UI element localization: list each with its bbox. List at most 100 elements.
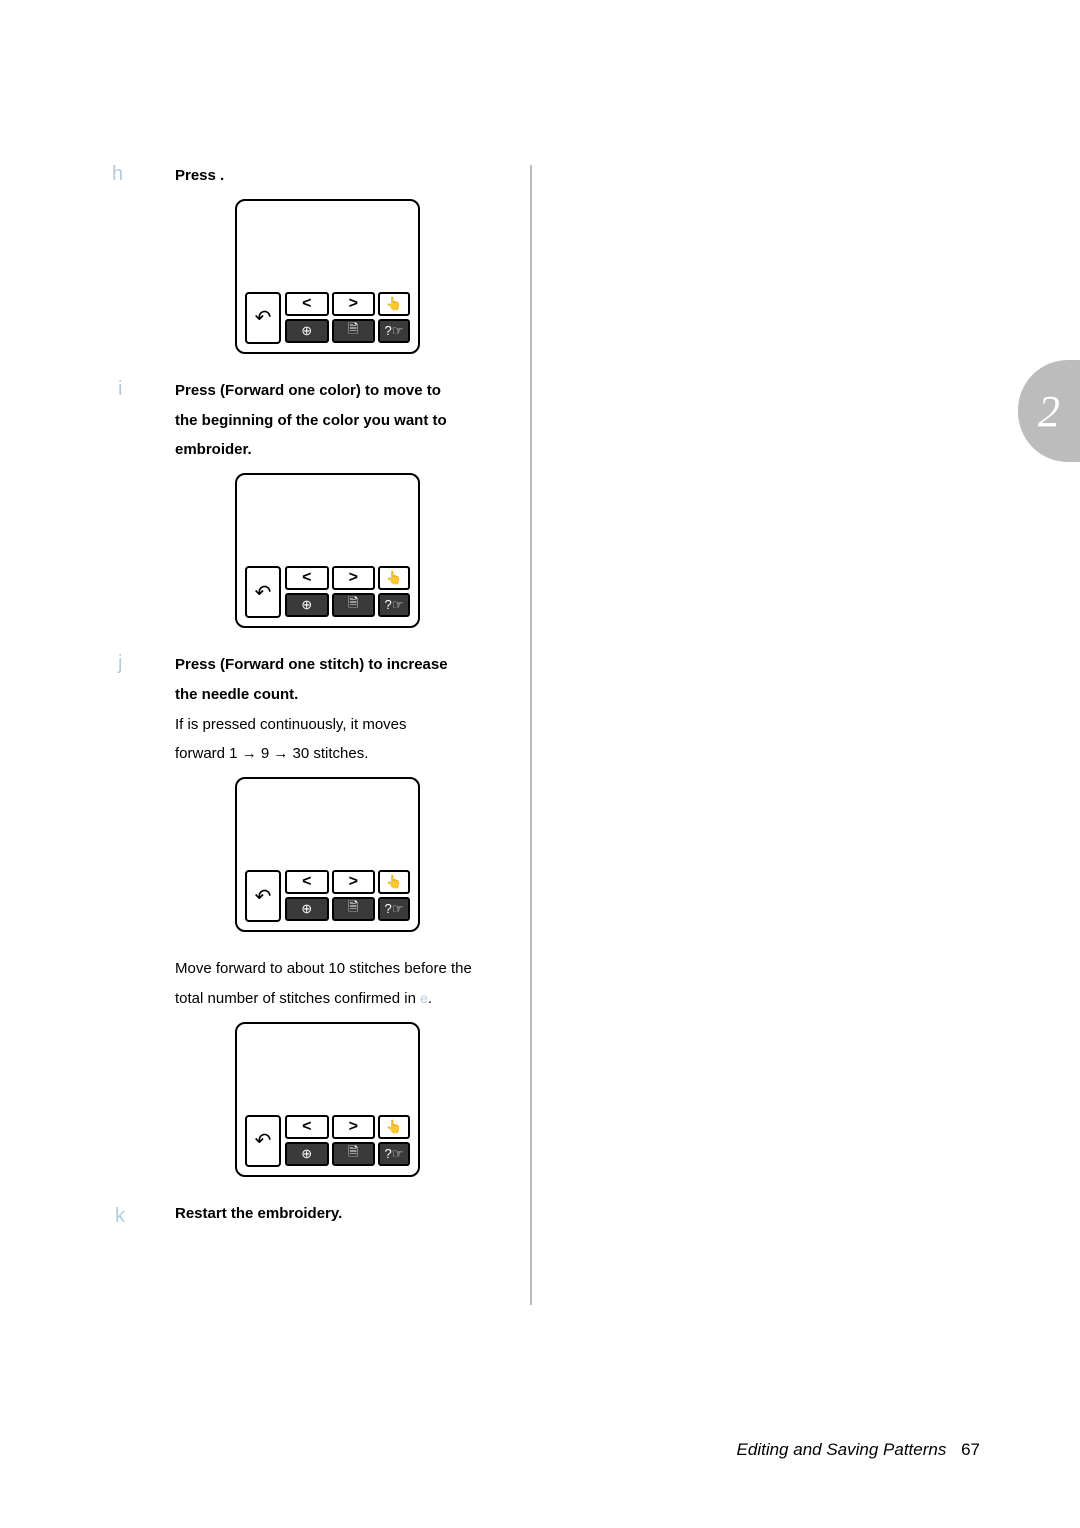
step-j: j Press (Forward one stitch) to increase… [130, 654, 510, 1177]
screen-controls: ↶ < > 👆 ⊕ 🗎 ?☞ [245, 292, 410, 344]
help-button[interactable]: ?☞ [378, 593, 410, 617]
right-icon: > [349, 295, 358, 313]
prev-button[interactable]: < [285, 1115, 329, 1139]
doc-button[interactable]: 🗎 [332, 1142, 376, 1166]
step-j-press: Press [175, 656, 220, 673]
globe-icon: ⊕ [301, 323, 312, 339]
hand-icon: 👆 [386, 1119, 402, 1135]
step-i-after: (Forward one color) to move to [220, 382, 441, 399]
doc-button[interactable]: 🗎 [332, 897, 376, 921]
back-button[interactable]: ↶ [245, 566, 281, 618]
globe-button[interactable]: ⊕ [285, 897, 329, 921]
step-j-note1-after: is pressed continuously, it moves [188, 716, 407, 733]
globe-button[interactable]: ⊕ [285, 1142, 329, 1166]
step-marker-k: k [115, 1205, 125, 1228]
left-icon: < [302, 1118, 311, 1136]
back-button[interactable]: ↶ [245, 1115, 281, 1167]
content-column: h Press . ↶ < > 👆 ⊕ � [130, 165, 510, 1232]
control-column: < > 👆 ⊕ 🗎 ?☞ [285, 1115, 410, 1167]
back-button[interactable]: ↶ [245, 292, 281, 344]
prev-button[interactable]: < [285, 566, 329, 590]
prev-button[interactable]: < [285, 292, 329, 316]
step-h-text: Press . [175, 165, 510, 187]
control-row-bottom: ⊕ 🗎 ?☞ [285, 319, 410, 343]
hand-icon: 👆 [386, 874, 402, 890]
step-h-press: Press [175, 167, 220, 184]
back-arrow-icon: ↶ [255, 305, 272, 330]
chapter-tab: 2 [1018, 360, 1080, 462]
globe-icon: ⊕ [301, 1146, 312, 1162]
step-i-line1: Press (Forward one color) to move to [175, 380, 510, 402]
step-j-note1: If is pressed continuously, it moves [175, 714, 510, 736]
doc-icon: 🗎 [348, 320, 358, 342]
back-button[interactable]: ↶ [245, 870, 281, 922]
chapter-number: 2 [1038, 386, 1060, 437]
step-k-text: Restart the embroidery. [175, 1203, 510, 1225]
globe-button[interactable]: ⊕ [285, 593, 329, 617]
step-k: k Restart the embroidery. [130, 1203, 510, 1225]
right-icon: > [349, 569, 358, 587]
step-j-after: (Forward one stitch) to increase [220, 656, 448, 673]
help-icon: ?☞ [385, 597, 404, 613]
step-i-line3: embroider. [175, 439, 510, 461]
hand-button[interactable]: 👆 [378, 292, 410, 316]
step-j-line2: the needle count. [175, 684, 510, 706]
screen-body [245, 209, 410, 297]
footer-page: 67 [961, 1440, 980, 1459]
control-column: < > 👆 ⊕ 🗎 ?☞ [285, 870, 410, 922]
next-button[interactable]: > [332, 1115, 376, 1139]
screen-controls: ↶ < > 👆 ⊕ 🗎 ?☞ [245, 870, 410, 922]
step-j-move2-after: . [428, 990, 432, 1007]
next-button[interactable]: > [332, 566, 376, 590]
help-button[interactable]: ?☞ [378, 897, 410, 921]
footer-title: Editing and Saving Patterns [737, 1440, 947, 1459]
doc-icon: 🗎 [348, 1143, 358, 1165]
doc-button[interactable]: 🗎 [332, 319, 376, 343]
help-icon: ?☞ [385, 1146, 404, 1162]
back-arrow-icon: ↶ [255, 1128, 272, 1153]
globe-icon: ⊕ [301, 901, 312, 917]
step-j-move2-before: total number of stitches confirmed in [175, 990, 420, 1007]
step-h: h Press . ↶ < > 👆 ⊕ � [130, 165, 510, 354]
hand-button[interactable]: 👆 [378, 566, 410, 590]
left-icon: < [302, 873, 311, 891]
hand-icon: 👆 [386, 570, 402, 586]
page-container: 2 h Press . ↶ < > 👆 [0, 0, 1080, 1528]
control-column: < > 👆 ⊕ 🗎 ?☞ [285, 566, 410, 618]
step-j-line1: Press (Forward one stitch) to increase [175, 654, 510, 676]
left-icon: < [302, 295, 311, 313]
page-footer: Editing and Saving Patterns 67 [737, 1440, 980, 1460]
control-row-bottom: ⊕ 🗎 ?☞ [285, 593, 410, 617]
hand-button[interactable]: 👆 [378, 1115, 410, 1139]
screen-diagram-3: ↶ < > 👆 ⊕ 🗎 ?☞ [235, 777, 420, 932]
step-marker-j: j [118, 652, 122, 675]
control-row-top: < > 👆 [285, 292, 410, 316]
control-row-bottom: ⊕ 🗎 ?☞ [285, 1142, 410, 1166]
screen-body [245, 787, 410, 875]
control-row-bottom: ⊕ 🗎 ?☞ [285, 897, 410, 921]
step-h-dot: . [220, 167, 224, 184]
prev-button[interactable]: < [285, 870, 329, 894]
screen-controls: ↶ < > 👆 ⊕ 🗎 ?☞ [245, 566, 410, 618]
step-marker-h: h [112, 163, 123, 186]
step-marker-i: i [118, 378, 122, 401]
next-button[interactable]: > [332, 870, 376, 894]
step-j-if: If [175, 716, 188, 733]
help-button[interactable]: ?☞ [378, 319, 410, 343]
doc-icon: 🗎 [348, 898, 358, 920]
column-divider [530, 165, 532, 1305]
hand-button[interactable]: 👆 [378, 870, 410, 894]
screen-diagram-4: ↶ < > 👆 ⊕ 🗎 ?☞ [235, 1022, 420, 1177]
step-i-press: Press [175, 382, 220, 399]
step-j-move1: Move forward to about 10 stitches before… [175, 958, 510, 980]
step-j-ref: e [420, 990, 428, 1006]
control-row-top: < > 👆 [285, 566, 410, 590]
next-button[interactable]: > [332, 292, 376, 316]
screen-diagram-1: ↶ < > 👆 ⊕ 🗎 ?☞ [235, 199, 420, 354]
help-button[interactable]: ?☞ [378, 1142, 410, 1166]
globe-button[interactable]: ⊕ [285, 319, 329, 343]
help-icon: ?☞ [385, 901, 404, 917]
screen-diagram-2: ↶ < > 👆 ⊕ 🗎 ?☞ [235, 473, 420, 628]
doc-button[interactable]: 🗎 [332, 593, 376, 617]
step-j-move2: total number of stitches confirmed in e. [175, 988, 510, 1010]
